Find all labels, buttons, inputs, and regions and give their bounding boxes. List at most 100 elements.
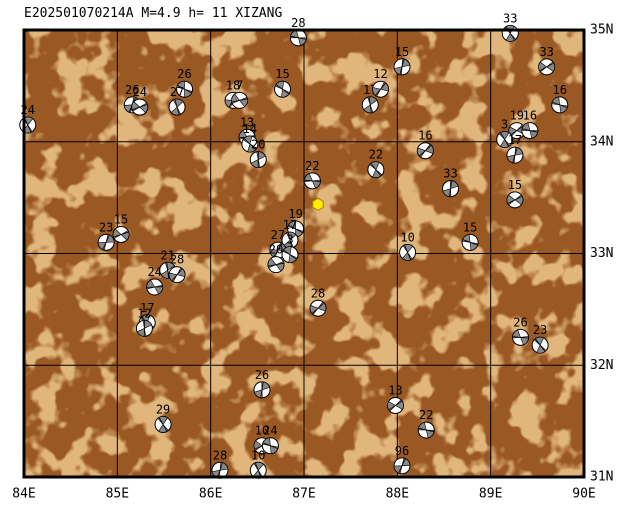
focal-mechanism bbox=[249, 151, 267, 169]
depth-label: 28 bbox=[311, 286, 325, 300]
focal-mechanism bbox=[496, 131, 514, 149]
depth-label: 17 bbox=[508, 133, 522, 147]
depth-label: 19 bbox=[288, 207, 302, 221]
focal-mechanism bbox=[241, 135, 259, 153]
depth-label: 33 bbox=[539, 45, 553, 59]
x-tick-label: 90E bbox=[572, 487, 595, 502]
focal-mechanism bbox=[399, 243, 417, 261]
focal-mechanism bbox=[393, 58, 411, 76]
focal-mechanism bbox=[168, 98, 186, 116]
depth-label: 14 bbox=[243, 122, 257, 136]
focal-mechanism bbox=[154, 415, 172, 433]
x-tick-label: 86E bbox=[199, 487, 222, 502]
depth-label: 28 bbox=[291, 16, 305, 30]
focal-mechanism bbox=[506, 191, 524, 209]
map-frame bbox=[22, 28, 586, 479]
focal-mechanism bbox=[361, 96, 379, 114]
depth-label: 15 bbox=[114, 213, 128, 227]
depth-label: 17 bbox=[140, 301, 154, 315]
focal-mechanism bbox=[303, 172, 321, 190]
focal-mechanism bbox=[146, 278, 164, 296]
focal-mechanism bbox=[551, 96, 569, 114]
depth-label: 7 bbox=[236, 78, 243, 92]
depth-label: 12 bbox=[137, 306, 151, 320]
focal-mechanism bbox=[281, 246, 299, 264]
focal-mechanism bbox=[253, 381, 271, 399]
focal-mechanism bbox=[417, 421, 435, 439]
depth-label: 23 bbox=[533, 323, 547, 337]
y-tick-label: 34N bbox=[590, 134, 613, 149]
focal-mechanism bbox=[442, 180, 460, 198]
depth-label: 13 bbox=[240, 115, 254, 129]
depth-label: 22 bbox=[369, 148, 383, 162]
depth-label: 26 bbox=[177, 67, 191, 81]
focal-mechanism bbox=[501, 24, 519, 42]
depth-label: 26 bbox=[125, 83, 139, 97]
depth-label: 15 bbox=[275, 67, 289, 81]
x-tick-label: 87E bbox=[292, 487, 315, 502]
focal-mechanism bbox=[211, 461, 229, 479]
depth-label: 15 bbox=[395, 45, 409, 59]
focal-mechanism bbox=[309, 299, 327, 317]
map-title: E202501070214A M=4.9 h= 11 XIZANG bbox=[24, 6, 282, 21]
depth-label: 24 bbox=[133, 85, 147, 99]
focal-mechanism bbox=[386, 396, 404, 414]
depth-label: 96 bbox=[395, 444, 409, 458]
depth-label: 24 bbox=[147, 265, 161, 279]
focal-mechanism bbox=[261, 437, 279, 455]
depth-label: 27 bbox=[271, 228, 285, 242]
depth-label: 16 bbox=[553, 83, 567, 97]
depth-label: 29 bbox=[156, 402, 170, 416]
focal-mechanism bbox=[416, 142, 434, 160]
focal-mechanism bbox=[19, 116, 37, 134]
focal-mechanism bbox=[267, 256, 285, 274]
focal-mechanism bbox=[176, 80, 194, 98]
depth-label: 15 bbox=[508, 178, 522, 192]
x-tick-label: 89E bbox=[479, 487, 502, 502]
y-tick-label: 32N bbox=[590, 358, 613, 373]
depth-label: 23 bbox=[99, 220, 113, 234]
y-tick-label: 33N bbox=[590, 246, 613, 261]
depth-label: 10 bbox=[255, 424, 269, 438]
depth-label: 28 bbox=[213, 448, 227, 462]
depth-label: 26 bbox=[513, 315, 527, 329]
focal-mechanism bbox=[231, 91, 249, 109]
depth-label: 16 bbox=[523, 109, 537, 123]
depth-label: 17 bbox=[283, 218, 297, 232]
depth-label: 15 bbox=[463, 220, 477, 234]
focal-mechanism bbox=[135, 319, 153, 337]
focal-mechanism bbox=[538, 58, 556, 76]
focal-mechanism bbox=[159, 261, 177, 279]
focal-mechanism bbox=[372, 80, 390, 98]
y-tick-label: 31N bbox=[590, 470, 613, 485]
depth-label: 3 bbox=[501, 118, 508, 132]
depth-label: 10 bbox=[400, 230, 414, 244]
depth-label: 19 bbox=[510, 109, 524, 123]
focal-mechanism bbox=[367, 161, 385, 179]
depth-label: 16 bbox=[418, 129, 432, 143]
depth-label: 33 bbox=[443, 167, 457, 181]
depth-label: 24 bbox=[263, 424, 277, 438]
depth-label: 3 bbox=[286, 233, 293, 247]
depth-label: 28 bbox=[170, 253, 184, 267]
focal-mechanism bbox=[393, 457, 411, 475]
focal-mechanism bbox=[131, 98, 149, 116]
x-tick-label: 84E bbox=[12, 487, 35, 502]
depth-label: 18 bbox=[226, 78, 240, 92]
x-tick-label: 85E bbox=[106, 487, 129, 502]
x-tick-label: 88E bbox=[386, 487, 409, 502]
focal-mechanism bbox=[461, 233, 479, 251]
focal-mechanism bbox=[274, 80, 292, 98]
focal-mechanism bbox=[97, 233, 115, 251]
y-tick-label: 35N bbox=[590, 23, 613, 38]
depth-label: 20 bbox=[251, 138, 265, 152]
focal-mechanism bbox=[512, 328, 530, 346]
focal-mechanism bbox=[112, 226, 130, 244]
focal-mechanism bbox=[168, 266, 186, 284]
depth-label: 33 bbox=[503, 11, 517, 25]
depth-label: 26 bbox=[255, 368, 269, 382]
depth-label: 13 bbox=[388, 383, 402, 397]
